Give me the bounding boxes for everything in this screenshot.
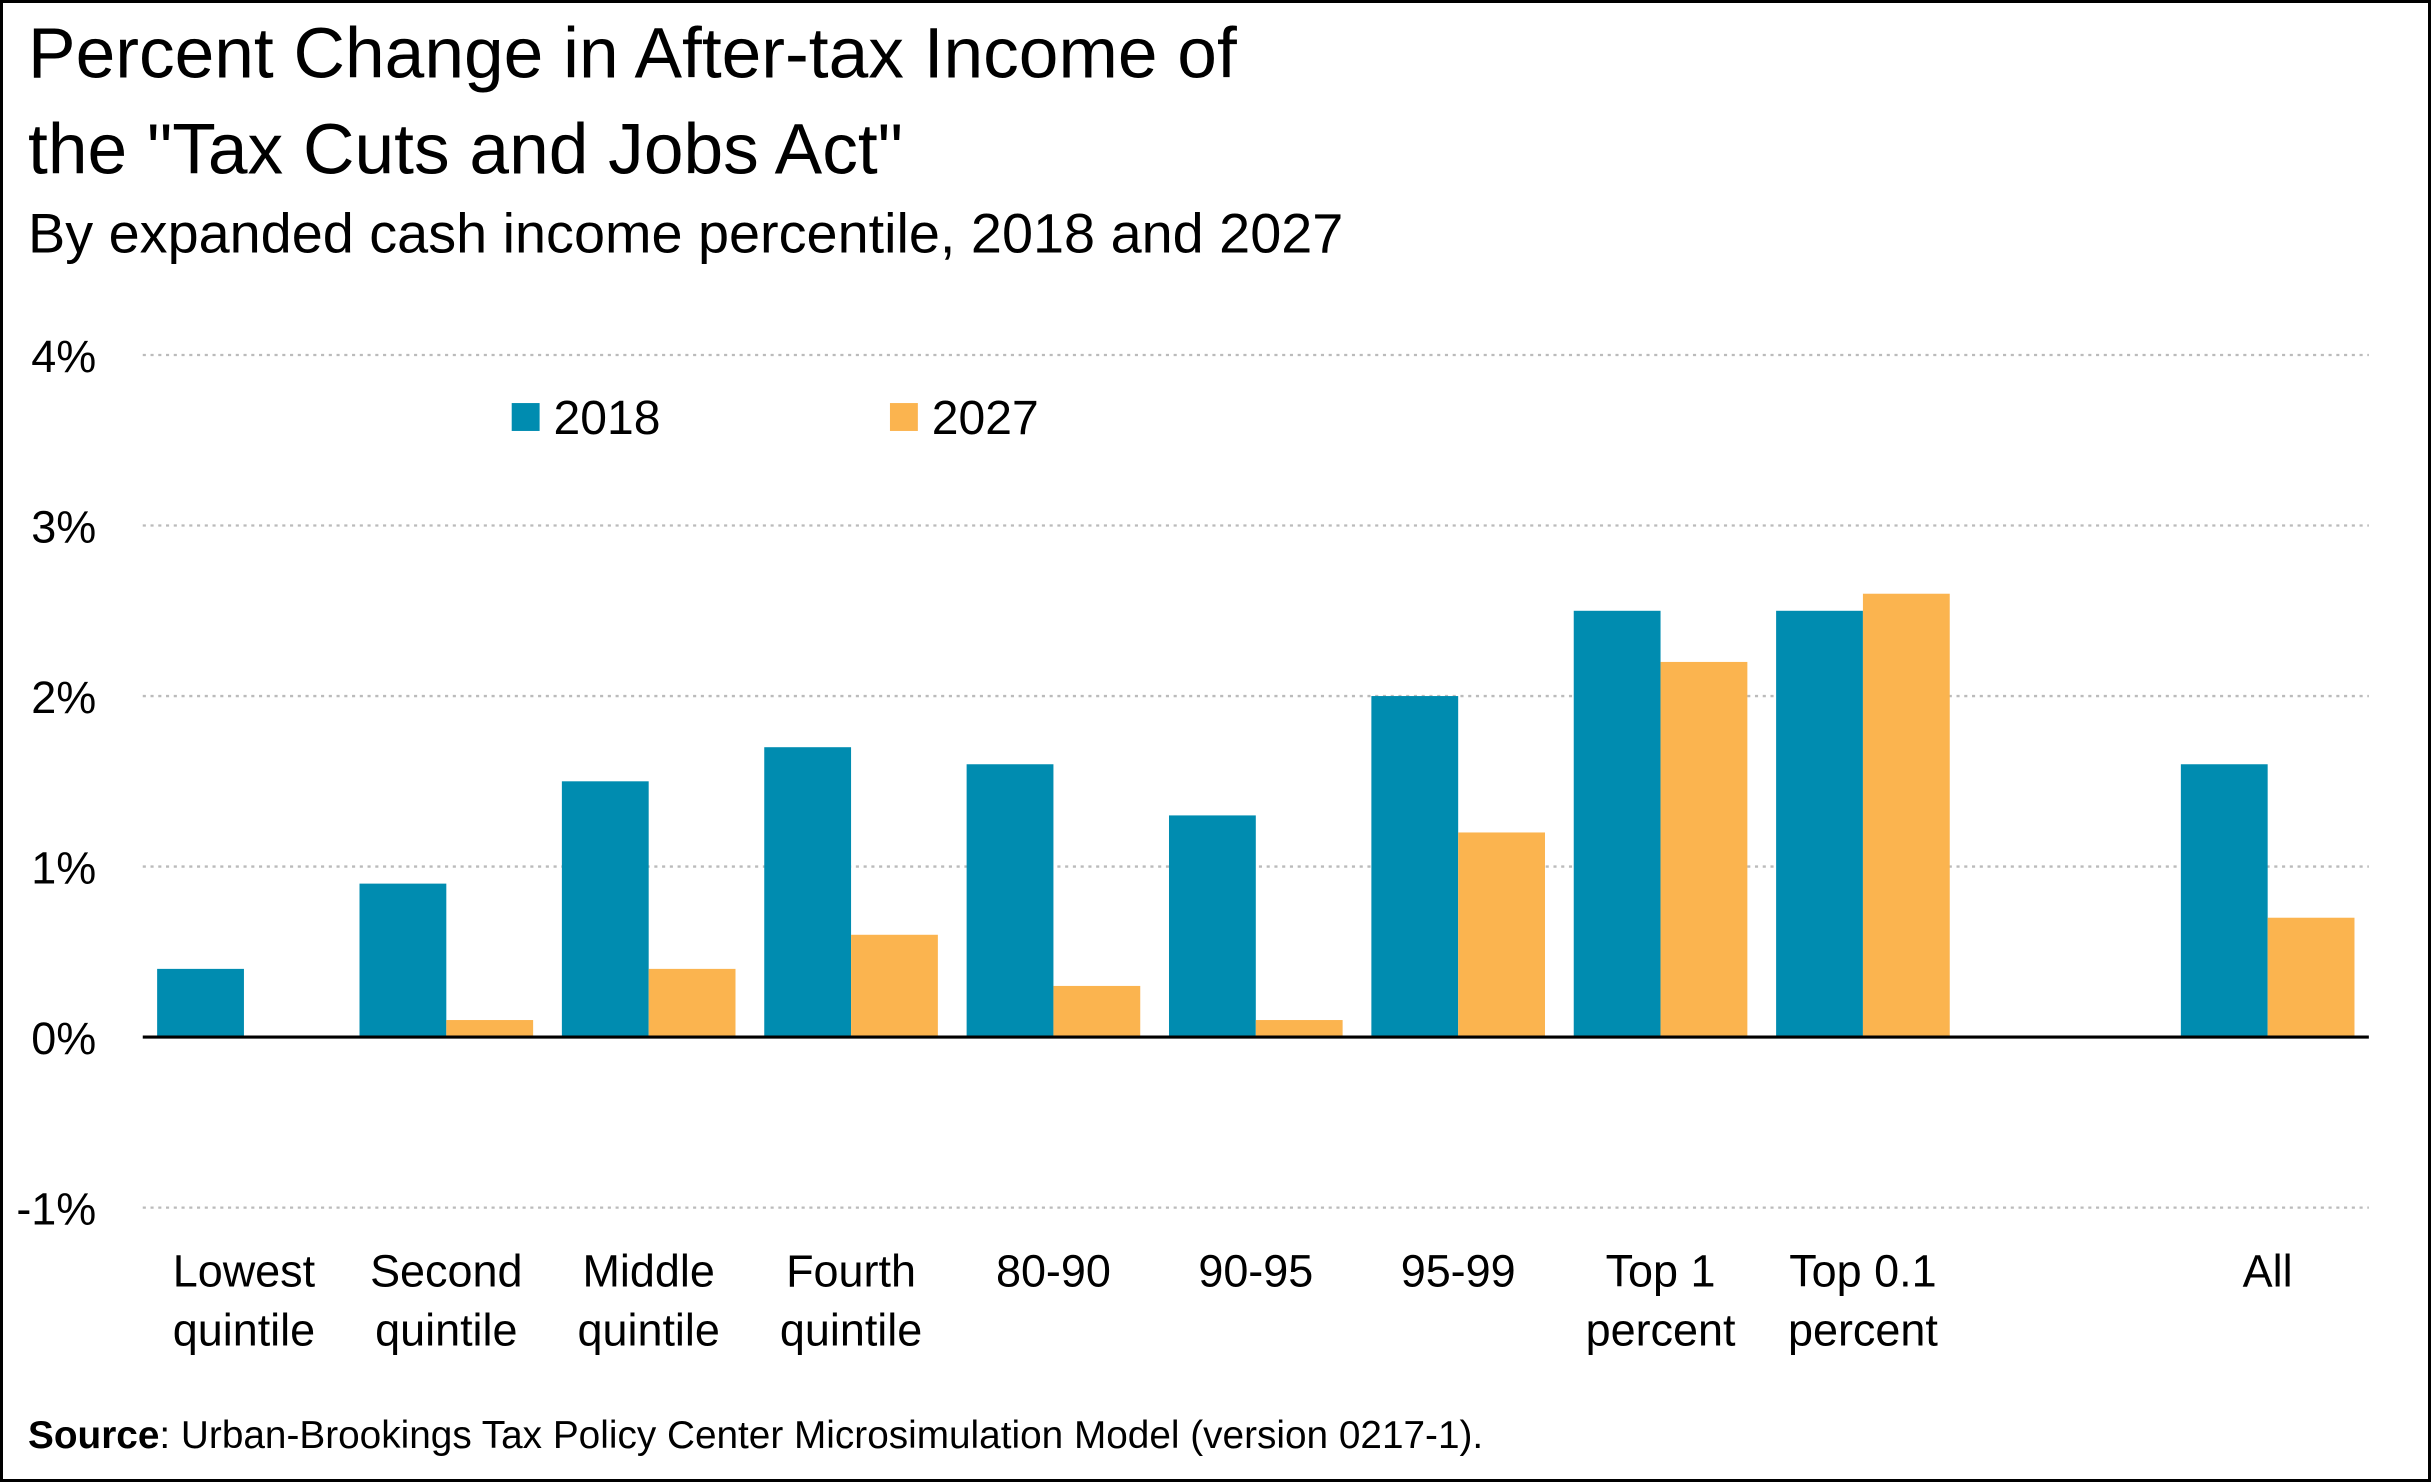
x-tick-label: percent (1788, 1305, 1938, 1356)
bar-2018 (1776, 610, 1863, 1038)
bar-2018 (764, 747, 852, 1038)
x-tick-label: percent (1586, 1305, 1736, 1356)
bar-2018 (157, 968, 244, 1038)
bar-2027 (648, 968, 736, 1038)
x-tick-label: Top 1 (1606, 1246, 1716, 1297)
bar-2027 (1255, 1020, 1343, 1038)
bar-2027 (1053, 985, 1141, 1038)
y-tick-label: 3% (31, 502, 96, 553)
x-tick-label: quintile (780, 1305, 922, 1356)
y-tick-label: 2% (31, 672, 96, 723)
bar-2018 (1168, 815, 1256, 1038)
chart-title-line2: the "Tax Cuts and Jobs Act" (28, 110, 903, 190)
x-tick-label: Second (370, 1246, 522, 1297)
bar-2018 (1371, 696, 1459, 1038)
bar-2018 (359, 883, 447, 1038)
x-tick-label: Fourth (786, 1246, 916, 1297)
chart-subtitle: By expanded cash income percentile, 2018… (28, 202, 1343, 265)
legend-swatch-2027 (889, 403, 918, 431)
bar-2027 (446, 1020, 534, 1038)
legend-label-2027: 2027 (932, 392, 1039, 445)
bar-2027 (1660, 661, 1748, 1038)
x-tick-label: quintile (375, 1305, 517, 1356)
x-tick-label: 90-95 (1198, 1246, 1313, 1297)
x-tick-label: All (2243, 1246, 2293, 1297)
x-tick-label: 80-90 (996, 1246, 1111, 1297)
legend-swatch-2018 (511, 403, 540, 431)
source-note: Source: Urban-Brookings Tax Policy Cente… (28, 1414, 1483, 1457)
bar-2018 (2180, 764, 2268, 1038)
bar-2027 (1862, 593, 1950, 1038)
bar-2027 (851, 934, 938, 1038)
x-tick-label: Lowest (173, 1246, 316, 1297)
source-label: Source (28, 1414, 159, 1457)
x-tick-label: 95-99 (1401, 1246, 1516, 1297)
x-tick-label: Middle (582, 1246, 714, 1297)
bar-2027 (1458, 832, 1545, 1038)
y-tick-label: 0% (31, 1013, 96, 1064)
legend-label-2018: 2018 (554, 392, 661, 445)
source-text: : Urban-Brookings Tax Policy Center Micr… (159, 1414, 1483, 1457)
chart-title-line1: Percent Change in After-tax Income of (28, 14, 1237, 94)
bar-2018 (966, 764, 1054, 1038)
y-tick-label: 4% (31, 331, 96, 382)
x-tick-label: Top 0.1 (1789, 1246, 1936, 1297)
bar-2027 (2267, 917, 2355, 1038)
bar-2018 (1573, 610, 1661, 1038)
bar-2018 (561, 781, 649, 1038)
x-tick-label: quintile (577, 1305, 719, 1356)
y-tick-label: 1% (31, 843, 96, 894)
x-tick-label: quintile (173, 1305, 315, 1356)
y-tick-label: -1% (16, 1184, 96, 1235)
